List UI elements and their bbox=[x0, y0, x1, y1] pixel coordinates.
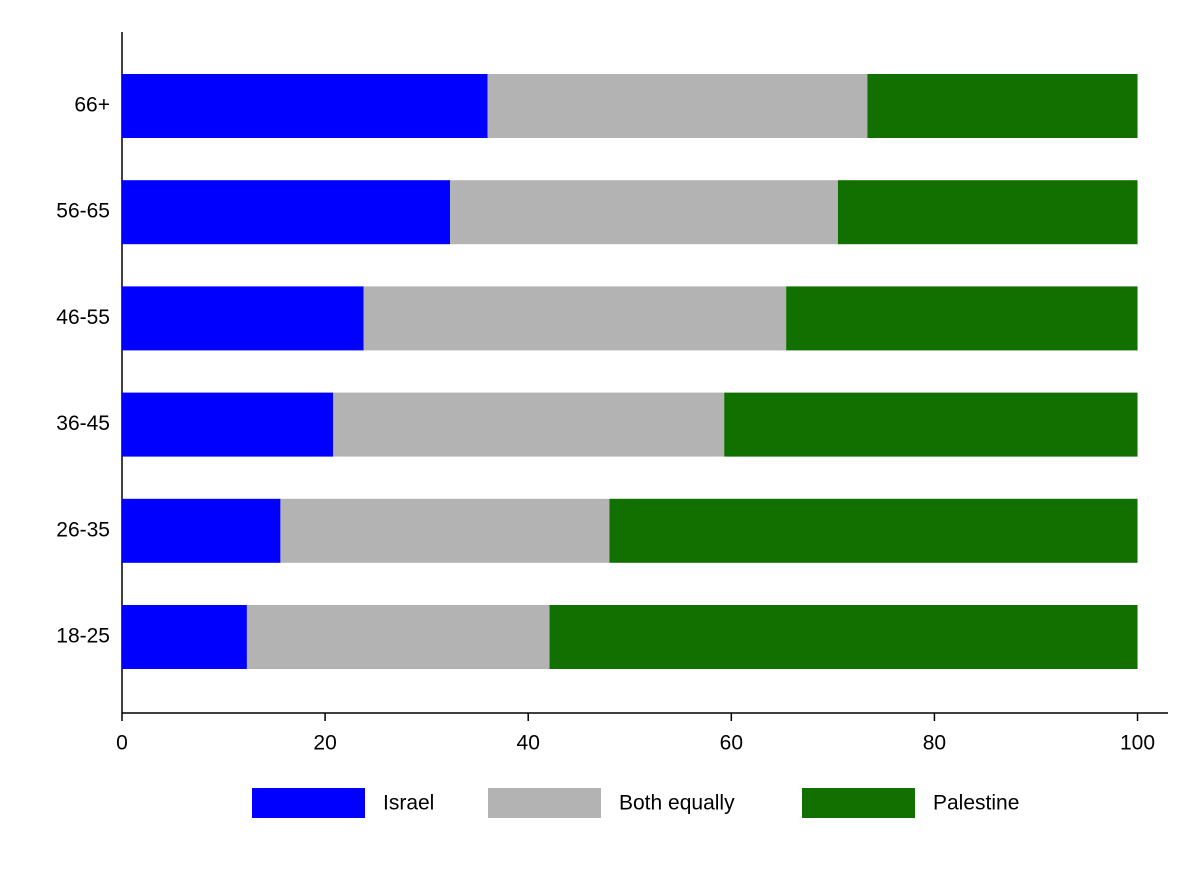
bar-segment bbox=[122, 498, 281, 563]
x-tick-label: 100 bbox=[1120, 732, 1155, 755]
bar-segment bbox=[837, 180, 1138, 245]
bar-segment bbox=[280, 498, 610, 563]
bar-segment bbox=[122, 286, 364, 351]
bar-segment bbox=[333, 392, 725, 457]
x-tick-label: 80 bbox=[923, 732, 946, 755]
x-tick-label: 40 bbox=[517, 732, 540, 755]
legend-label: Both equally bbox=[619, 792, 735, 815]
legend-swatch bbox=[252, 788, 365, 818]
bar-segment bbox=[122, 74, 488, 138]
bar-segment bbox=[487, 74, 868, 138]
legend-swatch bbox=[488, 788, 601, 818]
bar-segment bbox=[450, 180, 838, 245]
bar-segment bbox=[549, 605, 1138, 669]
x-tick-label: 20 bbox=[313, 732, 336, 755]
bar-segment bbox=[246, 605, 550, 669]
y-tick-label: 36-45 bbox=[56, 412, 110, 435]
bar-segment bbox=[867, 74, 1138, 138]
x-tick-label: 60 bbox=[720, 732, 743, 755]
bar-segment bbox=[609, 498, 1138, 563]
x-tick-label: 0 bbox=[116, 732, 128, 755]
bar-segment bbox=[363, 286, 787, 351]
bar-segment bbox=[122, 605, 247, 669]
y-tick-label: 66+ bbox=[74, 94, 110, 117]
bar-segment bbox=[122, 180, 451, 245]
y-tick-label: 26-35 bbox=[56, 518, 110, 541]
y-tick-label: 46-55 bbox=[56, 306, 110, 329]
legend-label: Israel bbox=[383, 792, 434, 815]
y-tick-label: 18-25 bbox=[56, 625, 110, 648]
bar-segment bbox=[122, 392, 334, 457]
y-tick-label: 56-65 bbox=[56, 200, 110, 223]
legend-swatch bbox=[802, 788, 915, 818]
bar-segment bbox=[724, 392, 1138, 457]
legend-label: Palestine bbox=[933, 792, 1019, 815]
bar-segment bbox=[786, 286, 1138, 351]
